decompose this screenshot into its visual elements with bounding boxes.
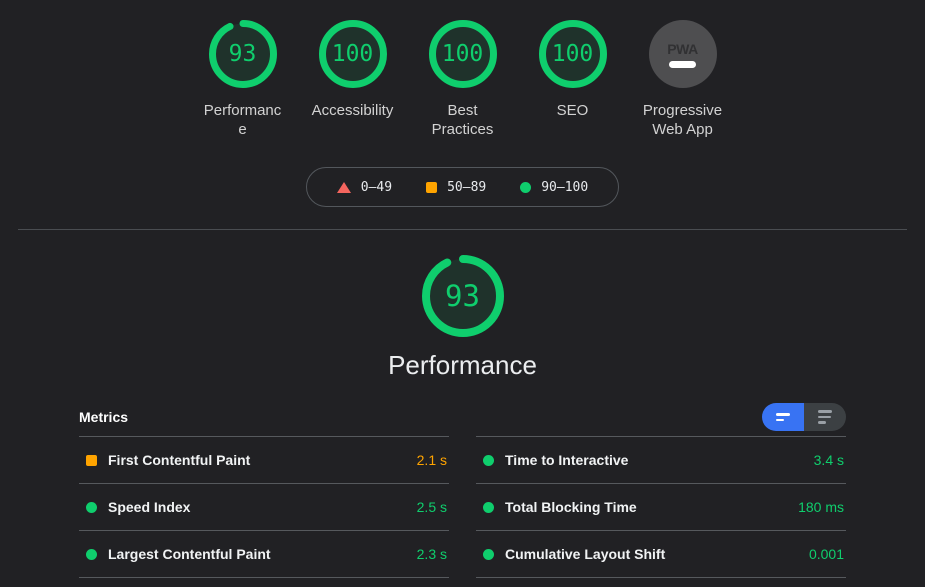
performance-score: 93 (228, 41, 257, 67)
gauge-ring (318, 20, 387, 88)
score-item-accessibility[interactable]: 100 Accessibility (307, 20, 399, 120)
gauge-ring (421, 255, 504, 337)
metric-name: Largest Contentful Paint (108, 546, 271, 562)
metric-row: Speed Index 2.5 s (79, 484, 449, 531)
score-item-seo[interactable]: 100 SEO (527, 20, 619, 120)
fail-triangle-icon (336, 181, 351, 193)
performance-summary-score: 93 (445, 279, 480, 313)
pass-circle-icon (520, 181, 532, 193)
legend-item-pass: 90–100 (520, 180, 588, 195)
metric-value: 3.4 s (813, 452, 844, 468)
metric-name: First Contentful Paint (108, 452, 251, 468)
performance-summary: 93 Performance (0, 255, 925, 381)
gauge-ring (428, 20, 497, 88)
condensed-list-icon (776, 413, 790, 421)
gauge-ring (208, 20, 277, 88)
metrics-column-left: First Contentful Paint 2.1 s Speed Index… (79, 436, 449, 578)
metrics-heading: Metrics (79, 409, 129, 425)
metric-row: Largest Contentful Paint 2.3 s (79, 531, 449, 578)
metric-value: 2.3 s (416, 546, 447, 562)
metric-status-icon (483, 454, 494, 466)
metrics-section: Metrics First Contentful Paint 2.1 s Spe… (79, 402, 846, 578)
metric-status-icon (86, 548, 97, 560)
toggle-expanded-view-button[interactable] (804, 403, 846, 431)
metric-name: Speed Index (108, 499, 191, 515)
average-square-icon (426, 181, 438, 193)
metrics-header: Metrics (79, 402, 846, 432)
metric-value: 2.5 s (416, 499, 447, 515)
legend-range-average: 50–89 (447, 179, 487, 195)
metric-row: First Contentful Paint 2.1 s (79, 437, 449, 484)
seo-gauge: 100 (538, 20, 607, 88)
score-item-best-practices[interactable]: 100 Best Practices (417, 20, 509, 139)
metric-value: 0.001 (808, 546, 844, 562)
score-item-performance[interactable]: 93 Performance (197, 20, 289, 139)
seo-label: SEO (556, 102, 589, 119)
pwa-label: Progressive Web App (642, 102, 723, 138)
metric-status-icon (86, 454, 97, 466)
metric-status-icon (483, 501, 494, 513)
score-legend: 0–49 50–89 90–100 (305, 167, 620, 207)
metric-name: Cumulative Layout Shift (505, 546, 666, 562)
performance-label: Performance (203, 102, 282, 138)
metric-row: Cumulative Layout Shift 0.001 (476, 531, 846, 578)
toggle-condensed-view-button[interactable] (762, 403, 804, 431)
metrics-column-right: Time to Interactive 3.4 s Total Blocking… (476, 436, 846, 578)
best-practices-label: Best Practices (431, 102, 494, 138)
metrics-view-toggle[interactable] (762, 403, 846, 431)
legend-item-fail: 0–49 (336, 179, 393, 195)
pwa-logo-text: PWA (667, 40, 698, 57)
seo-score: 100 (551, 41, 594, 67)
pwa-dash-icon (669, 60, 696, 68)
metric-row: Time to Interactive 3.4 s (476, 437, 846, 484)
performance-summary-gauge: 93 (421, 255, 504, 337)
metric-row: Total Blocking Time 180 ms (476, 484, 846, 531)
section-divider (18, 229, 907, 230)
performance-gauge: 93 (208, 20, 277, 88)
metric-name: Time to Interactive (505, 452, 629, 468)
score-item-pwa[interactable]: PWA Progressive Web App (637, 20, 729, 139)
best-practices-score: 100 (441, 41, 484, 67)
expanded-list-icon (818, 410, 832, 424)
metric-status-icon (483, 548, 494, 560)
accessibility-label: Accessibility (311, 102, 394, 119)
gauge-ring (538, 20, 607, 88)
accessibility-gauge: 100 (318, 20, 387, 88)
accessibility-score: 100 (331, 41, 374, 67)
metrics-columns: First Contentful Paint 2.1 s Speed Index… (79, 436, 846, 578)
legend-range-fail: 0–49 (360, 179, 393, 195)
scores-header: 93 Performance 100 Accessibility 100 Bes… (0, 0, 925, 139)
best-practices-gauge: 100 (428, 20, 497, 88)
pwa-badge-icon: PWA (648, 20, 717, 88)
metric-value: 2.1 s (416, 452, 447, 468)
score-legend-wrap: 0–49 50–89 90–100 (0, 167, 925, 207)
performance-section-title: Performance (388, 350, 537, 380)
metric-name: Total Blocking Time (505, 499, 637, 515)
legend-range-pass: 90–100 (541, 179, 589, 195)
legend-item-average: 50–89 (426, 180, 486, 195)
metric-status-icon (86, 501, 97, 513)
metric-value: 180 ms (798, 499, 844, 515)
